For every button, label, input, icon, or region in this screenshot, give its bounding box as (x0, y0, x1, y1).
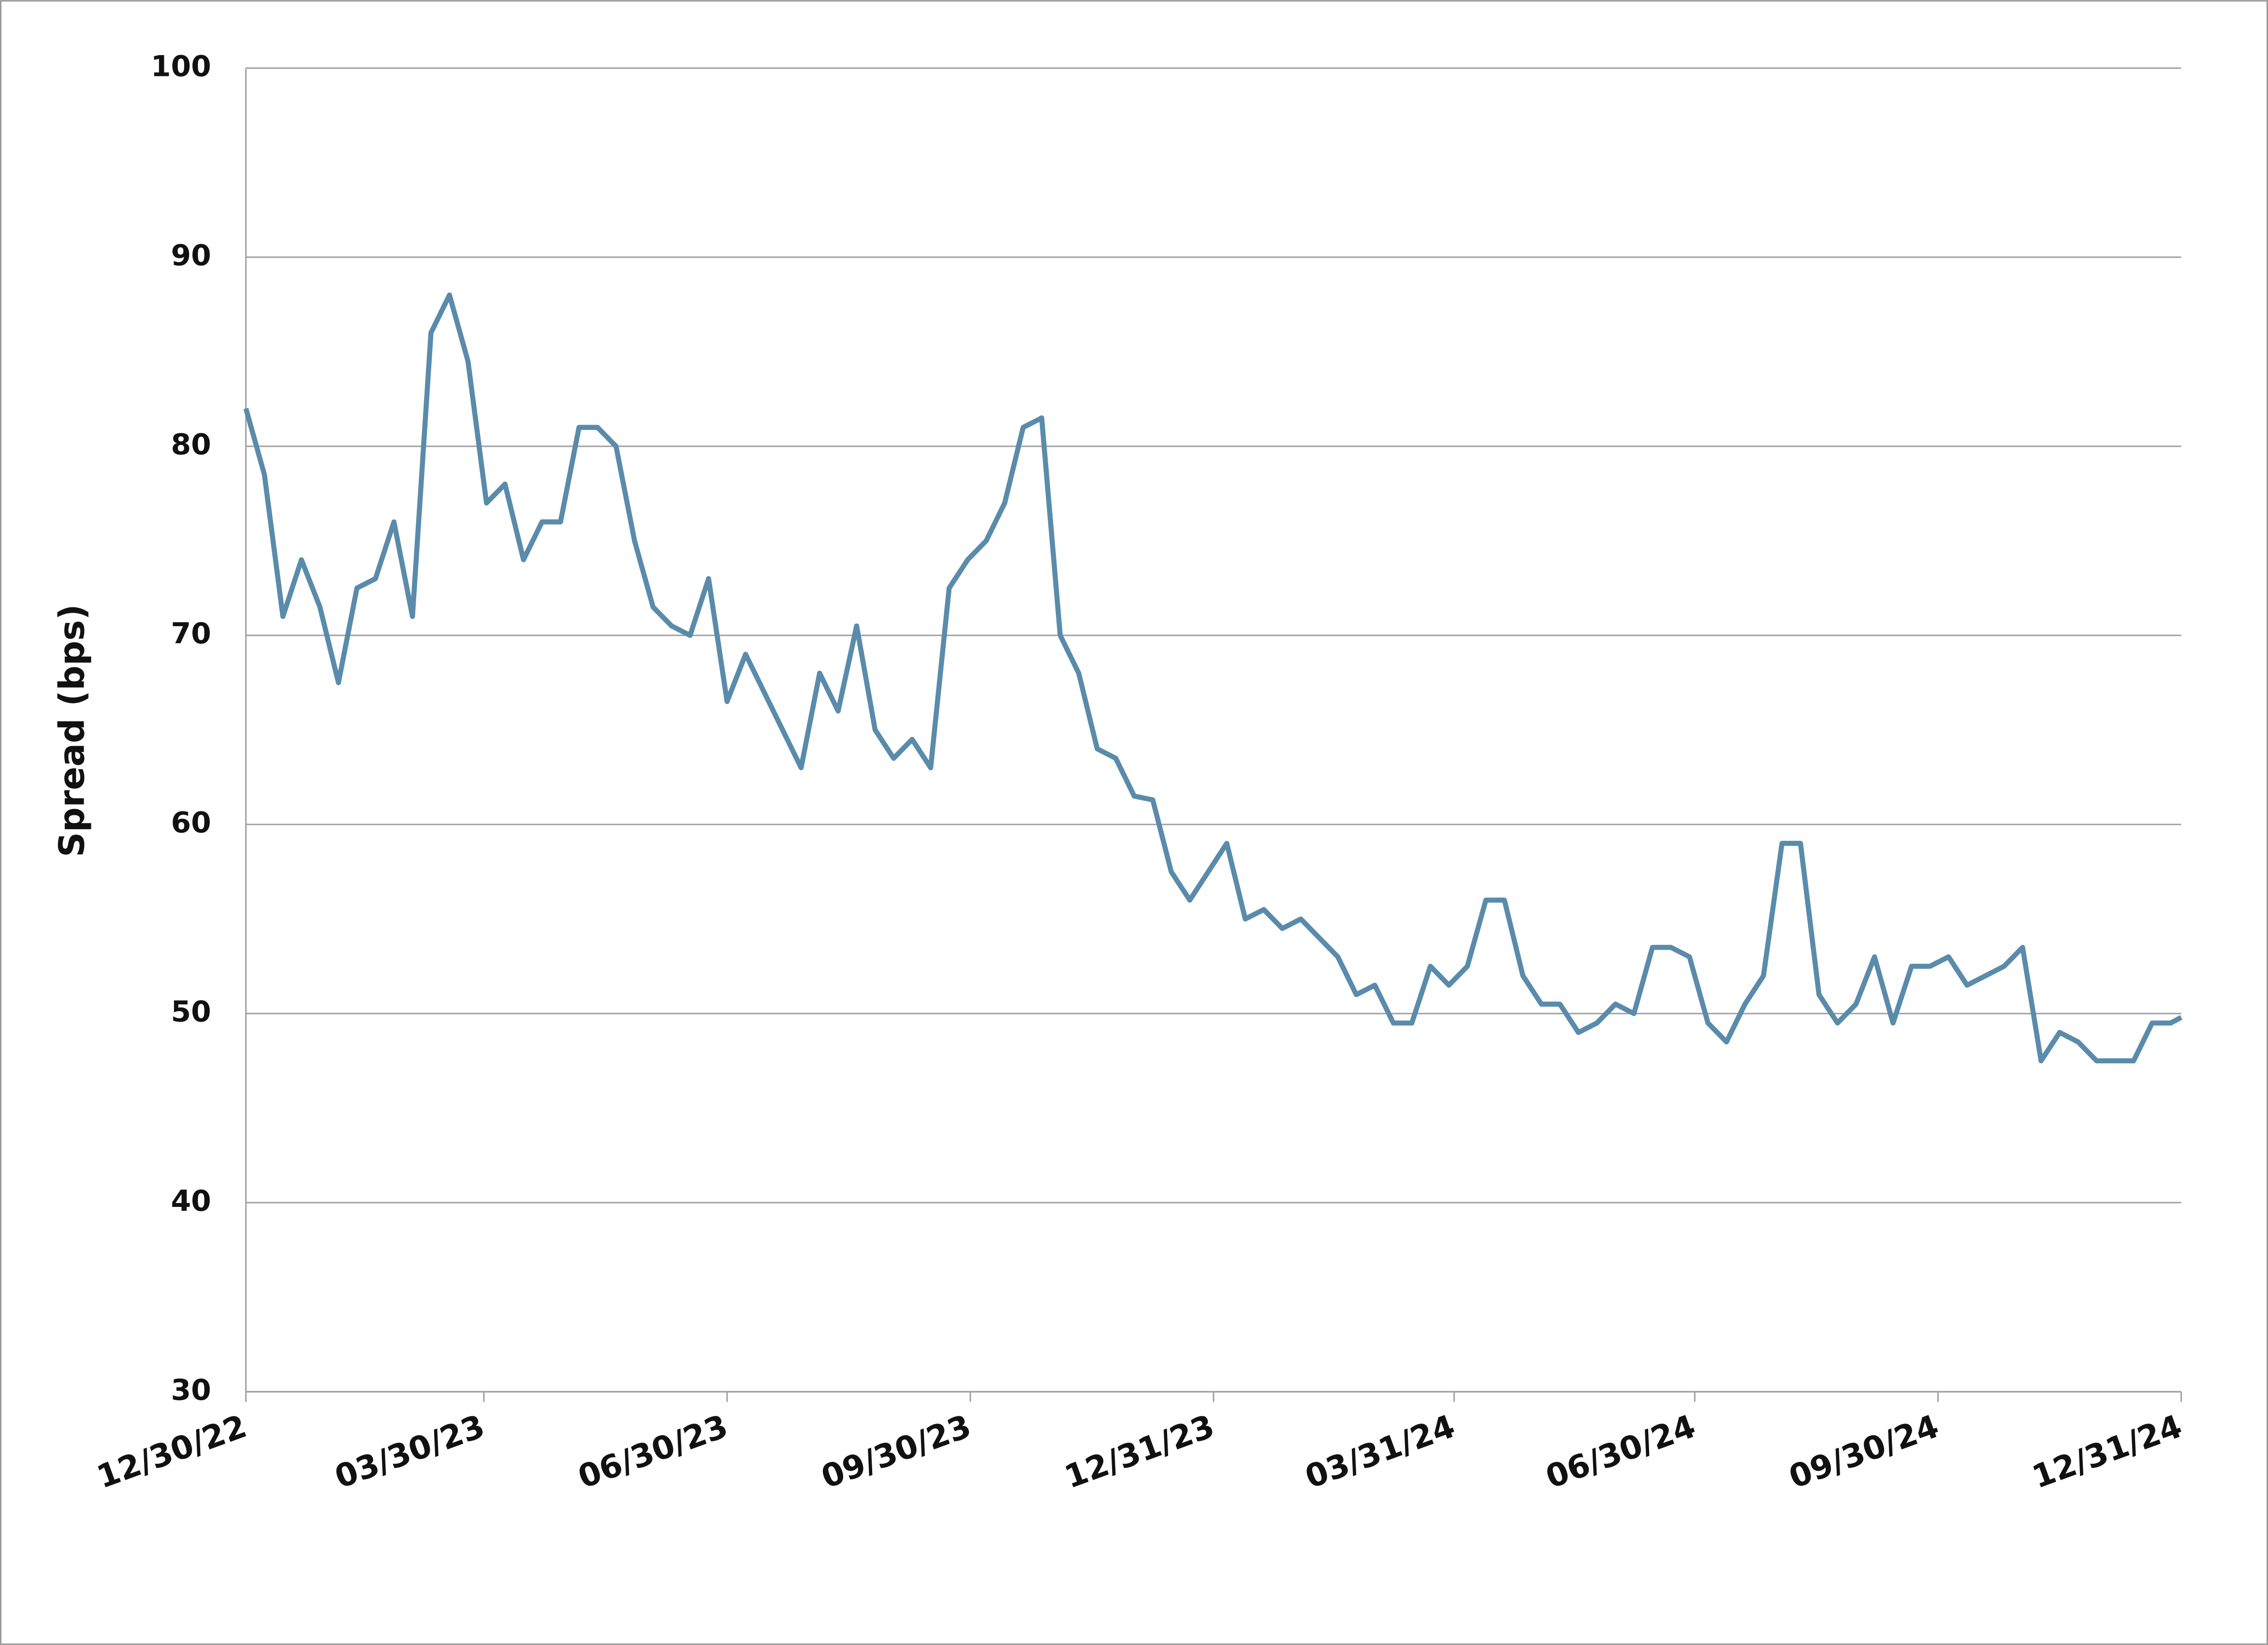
y-tick-label: 100 (151, 49, 211, 83)
y-tick-label: 70 (171, 617, 211, 651)
y-tick-label: 60 (171, 806, 211, 840)
y-tick-label: 90 (171, 238, 211, 272)
y-tick-label: 80 (171, 428, 211, 462)
y-tick-label: 40 (171, 1184, 211, 1218)
line (243, 292, 2182, 1064)
y-tick-label: 50 (171, 995, 211, 1029)
y-tick-label: 30 (171, 1373, 211, 1407)
y-axis-label: Spread (bps) (52, 604, 92, 857)
